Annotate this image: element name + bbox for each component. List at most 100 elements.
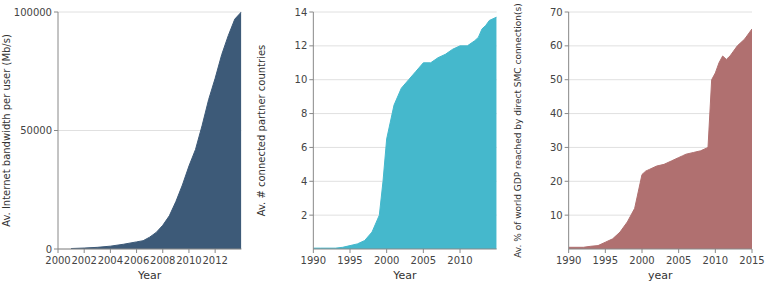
plot-area (71, 12, 241, 249)
area-line (569, 29, 752, 247)
y-tick (309, 181, 313, 182)
y-tick (565, 113, 569, 114)
x-tick-label: 2008 (150, 255, 175, 266)
y-tick (54, 12, 58, 13)
grid-line (58, 12, 241, 13)
y-tick-label: 6 (301, 142, 307, 153)
y-tick-label: 50000 (20, 125, 52, 136)
grid-line (569, 12, 752, 13)
y-axis-label: Av. % of world GDP reached by direct SMC… (513, 3, 523, 258)
x-tick (84, 249, 85, 253)
y-tick-label: 20 (550, 176, 563, 187)
y-axis-label: Av. # connected partner countries (256, 45, 267, 217)
y-tick-label: 0 (46, 244, 52, 255)
y-tick-label: 30 (550, 142, 563, 153)
y-tick-label: 40 (550, 108, 563, 119)
x-tick-label: 2004 (98, 255, 123, 266)
x-tick-label: 2010 (447, 255, 472, 266)
y-tick (309, 147, 313, 148)
y-tick (565, 79, 569, 80)
area (313, 17, 496, 249)
y-tick-label: 4 (301, 176, 307, 187)
x-tick-label: 2000 (629, 255, 654, 266)
plot-area (569, 29, 752, 249)
x-tick-label: 2015 (739, 255, 764, 266)
x-tick-label: 2012 (202, 255, 227, 266)
panel: 0 50000 100000 2000200220042006200820102012… (1, 7, 241, 283)
x-tick (188, 249, 189, 253)
area (569, 29, 752, 249)
x-tick (215, 249, 216, 253)
x-tick-label: 1990 (556, 255, 581, 266)
x-tick-label: 2000 (45, 255, 70, 266)
grid-line (313, 12, 496, 13)
y-tick (54, 249, 58, 250)
x-tick (313, 249, 314, 253)
y-tick-label: 14 (295, 7, 308, 18)
y-tick (309, 12, 313, 13)
y-axis (313, 12, 314, 249)
x-tick (58, 249, 59, 253)
x-tick (642, 249, 643, 253)
y-axis (568, 12, 569, 249)
x-tick (605, 249, 606, 253)
x-tick (136, 249, 137, 253)
x-tick-label: 2006 (124, 255, 149, 266)
x-axis (58, 249, 241, 250)
y-tick (309, 215, 313, 216)
x-tick-label: 2005 (411, 255, 436, 266)
x-tick-label: 2010 (703, 255, 728, 266)
y-tick-label: 70 (550, 7, 563, 18)
x-tick (386, 249, 387, 253)
x-axis-label: year (648, 269, 673, 282)
x-axis-label: Year (137, 269, 162, 282)
x-tick-label: 2000 (374, 255, 399, 266)
x-axis (569, 249, 752, 250)
x-tick (568, 249, 569, 253)
grid-line (569, 45, 752, 46)
y-tick (565, 45, 569, 46)
y-tick (309, 113, 313, 114)
x-tick (162, 249, 163, 253)
x-tick-label: 1995 (593, 255, 618, 266)
y-axis (58, 12, 59, 249)
y-tick-label: 60 (550, 40, 563, 51)
area-line (71, 12, 241, 249)
y-tick-label: 2 (301, 210, 307, 221)
y-tick (565, 181, 569, 182)
x-tick (752, 249, 753, 253)
y-tick (54, 130, 58, 131)
x-tick (460, 249, 461, 253)
y-tick-label: 100000 (14, 7, 52, 18)
y-axis-label: Av. Internet bandwidth per user (Mb/s) (1, 34, 12, 227)
panel: 10 20 30 40 50 60 70 1990 1995 2000 2005 2010 2015 ye… (513, 3, 765, 282)
x-tick (715, 249, 716, 253)
x-tick-label: 2005 (666, 255, 691, 266)
y-tick (565, 215, 569, 216)
plot-area (313, 17, 496, 249)
grid-line (58, 249, 241, 250)
y-tick-label: 10 (295, 74, 308, 85)
y-tick (565, 12, 569, 13)
y-tick-label: 50 (550, 74, 563, 85)
x-tick-label: 1995 (337, 255, 362, 266)
x-tick-label: 1990 (301, 255, 326, 266)
figure: 0500001000002000200220042006200820102012… (0, 0, 766, 287)
y-tick-label: 12 (295, 40, 308, 51)
x-axis-label: Year (392, 269, 417, 282)
panel: 2 4 6 8 10 12 14 1990 1995 2000 2005 2010 Year Av. # … (256, 7, 496, 283)
x-tick (423, 249, 424, 253)
area-line (313, 17, 496, 248)
y-tick (309, 45, 313, 46)
x-tick (110, 249, 111, 253)
x-tick-label: 2010 (176, 255, 201, 266)
y-tick (565, 147, 569, 148)
x-tick (678, 249, 679, 253)
y-tick-label: 8 (301, 108, 307, 119)
y-tick (309, 79, 313, 80)
area (71, 12, 241, 249)
x-axis (313, 249, 496, 250)
x-tick-label: 2002 (71, 255, 96, 266)
x-tick (350, 249, 351, 253)
y-tick-label: 10 (550, 210, 563, 221)
